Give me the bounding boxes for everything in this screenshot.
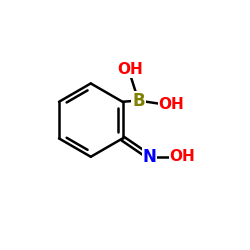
Text: OH: OH (117, 62, 143, 77)
Text: N: N (142, 148, 156, 166)
Text: OH: OH (170, 149, 195, 164)
Text: B: B (132, 92, 145, 110)
Text: OH: OH (158, 97, 184, 112)
